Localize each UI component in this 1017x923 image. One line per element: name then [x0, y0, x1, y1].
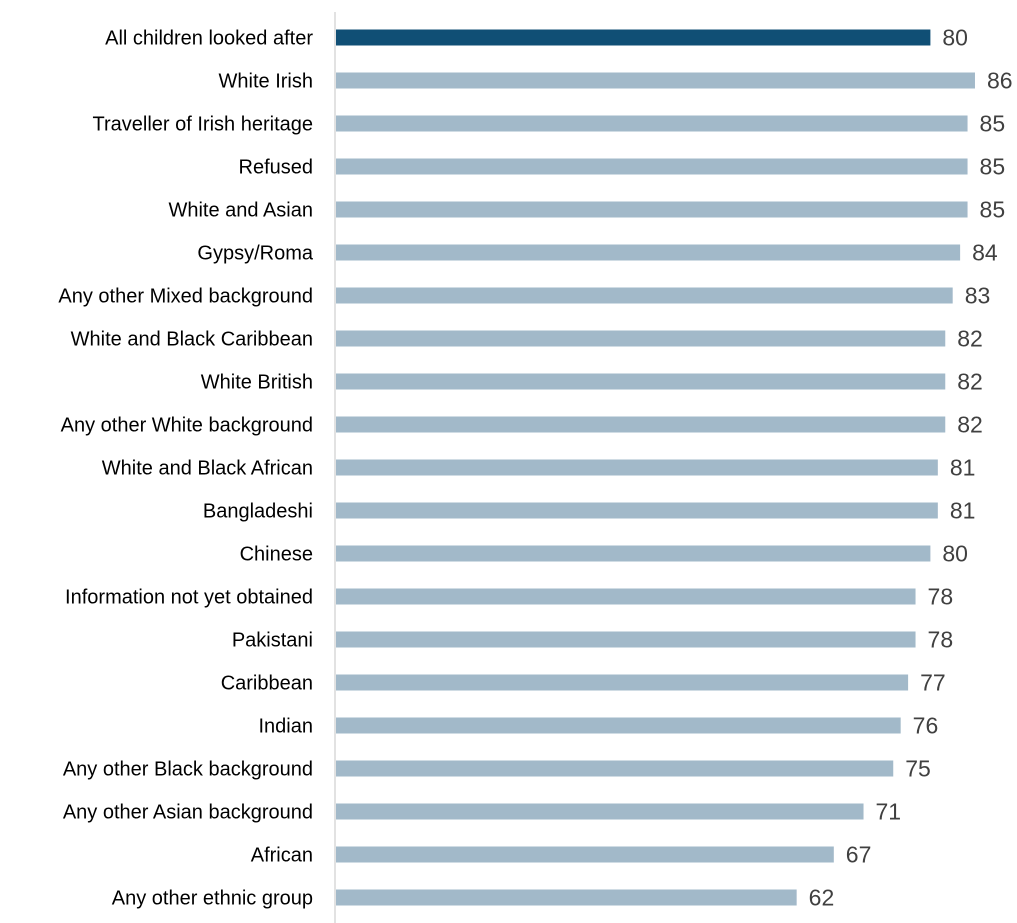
value-label: 81: [950, 498, 976, 524]
category-label: Information not yet obtained: [65, 587, 313, 609]
category-label: White and Black African: [102, 458, 313, 480]
value-label: 78: [928, 627, 954, 653]
category-label: White and Black Caribbean: [71, 329, 313, 351]
category-label: Bangladeshi: [203, 501, 313, 523]
category-label: Refused: [239, 157, 314, 179]
category-label: Chinese: [240, 544, 313, 566]
category-label: White and Asian: [168, 200, 313, 222]
value-label: 67: [846, 842, 872, 868]
bar-4: [336, 202, 968, 218]
category-label: All children looked after: [105, 28, 313, 50]
bar-1: [336, 73, 975, 89]
bar-10: [336, 460, 938, 476]
bar-13: [336, 589, 916, 605]
value-label: 84: [972, 240, 998, 266]
category-label: Pakistani: [232, 630, 313, 652]
bar-11: [336, 503, 938, 519]
value-label: 71: [876, 799, 902, 825]
bar-12: [336, 546, 930, 562]
bar-7: [336, 331, 945, 347]
bar-0: [336, 30, 930, 46]
value-label: 85: [980, 111, 1006, 137]
value-label: 85: [980, 154, 1006, 180]
value-label: 82: [957, 326, 983, 352]
value-label: 77: [920, 670, 946, 696]
bar-8: [336, 374, 945, 390]
category-label: Any other ethnic group: [112, 888, 313, 910]
bar-17: [336, 761, 893, 777]
category-label: African: [251, 845, 313, 867]
value-label: 80: [942, 25, 968, 51]
bar-9: [336, 417, 945, 433]
value-label: 85: [980, 197, 1006, 223]
value-label: 82: [957, 369, 983, 395]
category-label: Traveller of Irish heritage: [93, 114, 313, 136]
bar-group: [336, 30, 975, 906]
bar-18: [336, 804, 864, 820]
category-label-group: All children looked after White Irish Trav…: [58, 28, 313, 910]
category-label: Indian: [259, 716, 314, 738]
bar-20: [336, 890, 797, 906]
value-label: 83: [965, 283, 991, 309]
bar-6: [336, 288, 953, 304]
category-label: Any other Black background: [63, 759, 313, 781]
value-label: 82: [957, 412, 983, 438]
value-label: 75: [905, 756, 931, 782]
category-label: White Irish: [219, 71, 313, 93]
bar-16: [336, 718, 901, 734]
value-label: 62: [809, 885, 835, 911]
bar-3: [336, 159, 968, 175]
category-label: White British: [201, 372, 313, 394]
bar-5: [336, 245, 960, 261]
value-label: 78: [928, 584, 954, 610]
bar-14: [336, 632, 916, 648]
category-label: Gypsy/Roma: [197, 243, 313, 265]
value-label: 80: [942, 541, 968, 567]
category-label: Caribbean: [221, 673, 313, 695]
category-label: Any other White background: [61, 415, 313, 437]
value-label: 76: [913, 713, 939, 739]
value-label: 81: [950, 455, 976, 481]
bar-19: [336, 847, 834, 863]
value-label: 86: [987, 68, 1013, 94]
bar-2: [336, 116, 968, 132]
category-label: Any other Asian background: [63, 802, 313, 824]
bar-15: [336, 675, 908, 691]
category-label: Any other Mixed background: [58, 286, 313, 308]
